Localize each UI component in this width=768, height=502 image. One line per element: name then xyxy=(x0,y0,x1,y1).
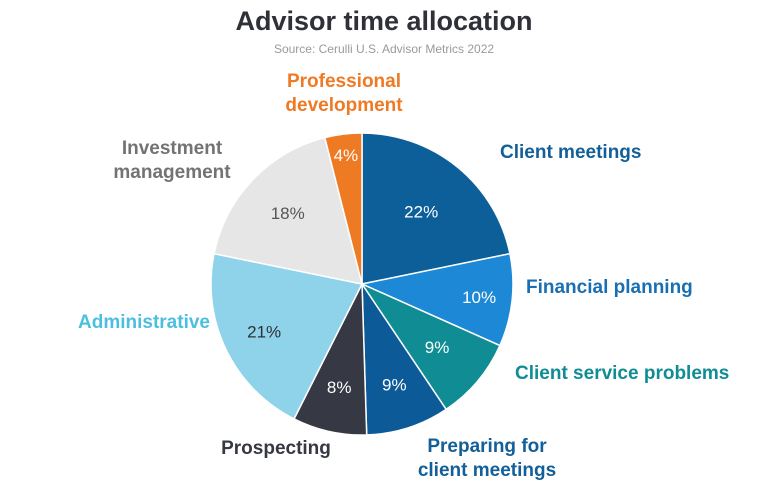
slice-category-label: Client meetings xyxy=(500,142,641,163)
pie-slice xyxy=(361,281,448,436)
pie-slice xyxy=(213,136,364,285)
pie-slice xyxy=(323,132,363,285)
slice-category-label: Client service problems xyxy=(515,363,729,384)
slice-percent-label: 9% xyxy=(425,338,450,357)
slice-percent-label: 21% xyxy=(247,322,281,341)
chart-title: Advisor time allocation xyxy=(235,6,533,36)
slice-category-label: Prospecting xyxy=(221,438,331,459)
slice-category-label: Preparing for client meetings xyxy=(418,436,556,481)
slice-percent-label: 18% xyxy=(271,204,305,223)
pie-slice xyxy=(210,252,364,420)
pie-slice xyxy=(359,252,514,347)
slice-percent-label: 10% xyxy=(462,288,496,307)
pie-slice xyxy=(361,132,511,285)
slice-percent-label: 4% xyxy=(334,146,359,165)
slice-category-label: Administrative xyxy=(78,312,210,333)
slice-category-label: Investment management xyxy=(113,138,231,183)
slice-percent-label: 9% xyxy=(382,376,407,395)
pie-slice xyxy=(359,282,501,411)
slice-percent-label: 8% xyxy=(327,378,352,397)
slice-category-label: Professional development xyxy=(285,71,403,116)
chart-subtitle: Source: Cerulli U.S. Advisor Metrics 202… xyxy=(273,42,495,56)
slice-category-label: Financial planning xyxy=(526,277,693,298)
slice-percent-label: 22% xyxy=(404,202,438,221)
